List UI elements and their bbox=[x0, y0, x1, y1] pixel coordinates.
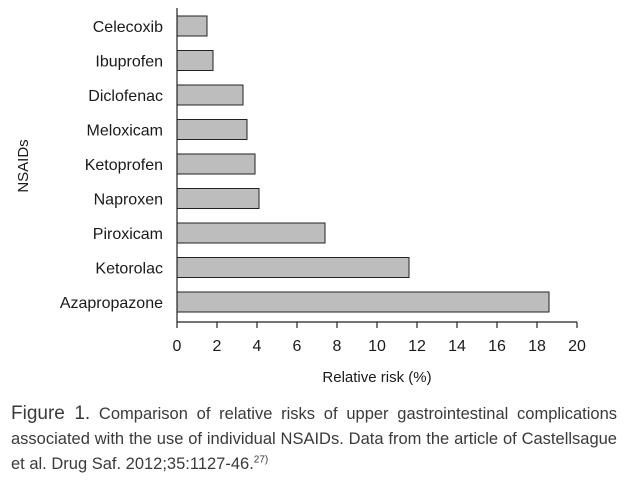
category-label-ketoprofen: Ketoprofen bbox=[85, 157, 163, 174]
caption-text: Comparison of relative risks of upper ga… bbox=[11, 405, 618, 473]
x-tick-label-6: 6 bbox=[293, 338, 302, 355]
category-label-ketorolac: Ketorolac bbox=[95, 261, 163, 278]
x-ticks-group: 0 2 4 6 8 10 12 14 16 18 20 bbox=[173, 322, 586, 355]
figure-label: Figure 1. bbox=[11, 403, 91, 424]
x-tick-label-14: 14 bbox=[448, 338, 466, 355]
caption-reference: 27) bbox=[253, 454, 269, 466]
category-label-naproxen: Naproxen bbox=[94, 192, 163, 209]
category-label-celecoxib: Celecoxib bbox=[93, 19, 163, 36]
bar-chart: Celecoxib Ibuprofen Diclofenac Meloxicam Ket… bbox=[15, 8, 586, 386]
category-label-diclofenac: Diclofenac bbox=[88, 88, 163, 105]
x-tick-label-8: 8 bbox=[333, 338, 342, 355]
bar-azapropazone bbox=[176, 291, 550, 313]
y-axis-title: NSAIDs bbox=[15, 139, 32, 192]
bar-ibuprofen bbox=[176, 50, 214, 71]
x-axis-title: Relative risk (%) bbox=[322, 369, 431, 386]
bar-diclofenac bbox=[176, 84, 244, 106]
x-tick-label-20: 20 bbox=[568, 338, 586, 355]
bar-ketorolac bbox=[176, 257, 410, 278]
x-tick-label-12: 12 bbox=[408, 338, 426, 355]
x-tick-label-0: 0 bbox=[173, 338, 182, 355]
x-tick-label-16: 16 bbox=[488, 338, 506, 355]
bar-meloxicam bbox=[176, 119, 248, 140]
category-label-ibuprofen: Ibuprofen bbox=[95, 54, 163, 71]
bar-piroxicam bbox=[176, 222, 326, 244]
bar-ketoprofen bbox=[176, 153, 256, 175]
figure-caption: Figure 1. Comparison of relative risks o… bbox=[11, 401, 617, 477]
category-label-azapropazone: Azapropazone bbox=[60, 295, 163, 312]
x-tick-label-2: 2 bbox=[213, 338, 222, 355]
x-tick-label-4: 4 bbox=[253, 338, 262, 355]
bar-naproxen bbox=[176, 188, 260, 209]
x-tick-label-18: 18 bbox=[528, 338, 546, 355]
category-label-piroxicam: Piroxicam bbox=[93, 226, 163, 243]
category-labels-group: Celecoxib Ibuprofen Diclofenac Meloxicam Ket… bbox=[60, 19, 163, 312]
category-label-meloxicam: Meloxicam bbox=[87, 123, 163, 140]
bars-group bbox=[176, 15, 550, 313]
bar-celecoxib bbox=[176, 15, 208, 37]
x-tick-label-10: 10 bbox=[368, 338, 386, 355]
